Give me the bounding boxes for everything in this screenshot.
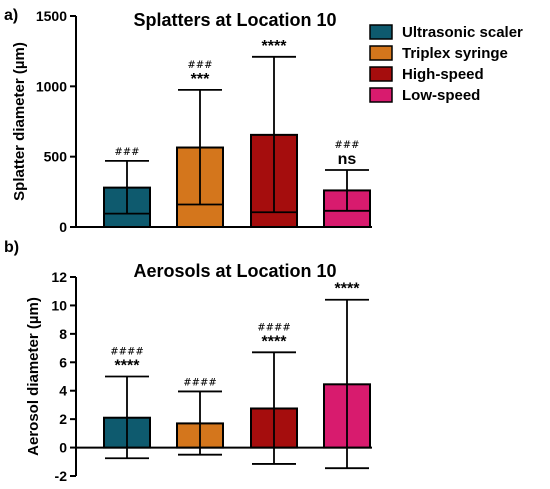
y-tick-label: 4 <box>59 383 67 399</box>
legend-swatch <box>369 87 393 103</box>
legend-label: Ultrasonic scaler <box>402 24 523 41</box>
y-tick-label: 0 <box>59 219 67 235</box>
comparison-label: ### <box>114 147 139 158</box>
comparison-label: #### <box>257 322 291 333</box>
y-axis-label: Splatter diameter (µm) <box>11 42 28 201</box>
comparison-label: #### <box>110 347 144 358</box>
y-tick-label: 1500 <box>36 8 67 24</box>
chart-title: Aerosols at Location 10 <box>133 261 336 281</box>
significance-label: **** <box>335 281 361 298</box>
panel-label: b) <box>4 239 19 256</box>
y-tick-label: 10 <box>51 297 67 313</box>
y-tick-label: -2 <box>55 468 68 484</box>
comparison-label: ### <box>187 60 212 71</box>
y-axis-label: Aerosol diameter (µm) <box>25 297 42 456</box>
significance-label: ns <box>338 151 357 168</box>
y-tick-label: 1000 <box>36 78 67 94</box>
y-tick-label: 2 <box>59 411 67 427</box>
legend-label: Triplex syringe <box>402 45 508 62</box>
legend-swatch <box>369 45 393 61</box>
comparison-label: #### <box>183 377 217 388</box>
significance-label: **** <box>262 38 288 55</box>
y-tick-label: 8 <box>59 326 67 342</box>
comparison-label: ### <box>334 140 359 151</box>
legend-label: High-speed <box>402 66 484 83</box>
y-tick-label: 6 <box>59 354 67 370</box>
legend-swatch <box>369 24 393 40</box>
legend-label: Low-speed <box>402 87 480 104</box>
significance-label: **** <box>262 333 288 350</box>
y-tick-label: 12 <box>51 269 67 285</box>
significance-label: *** <box>191 71 210 88</box>
significance-label: **** <box>115 358 141 375</box>
chart-title: Splatters at Location 10 <box>133 10 336 30</box>
legend-swatch <box>369 66 393 82</box>
panel-label: a) <box>4 7 18 24</box>
y-tick-label: 500 <box>44 149 68 165</box>
y-tick-label: 0 <box>59 440 67 456</box>
